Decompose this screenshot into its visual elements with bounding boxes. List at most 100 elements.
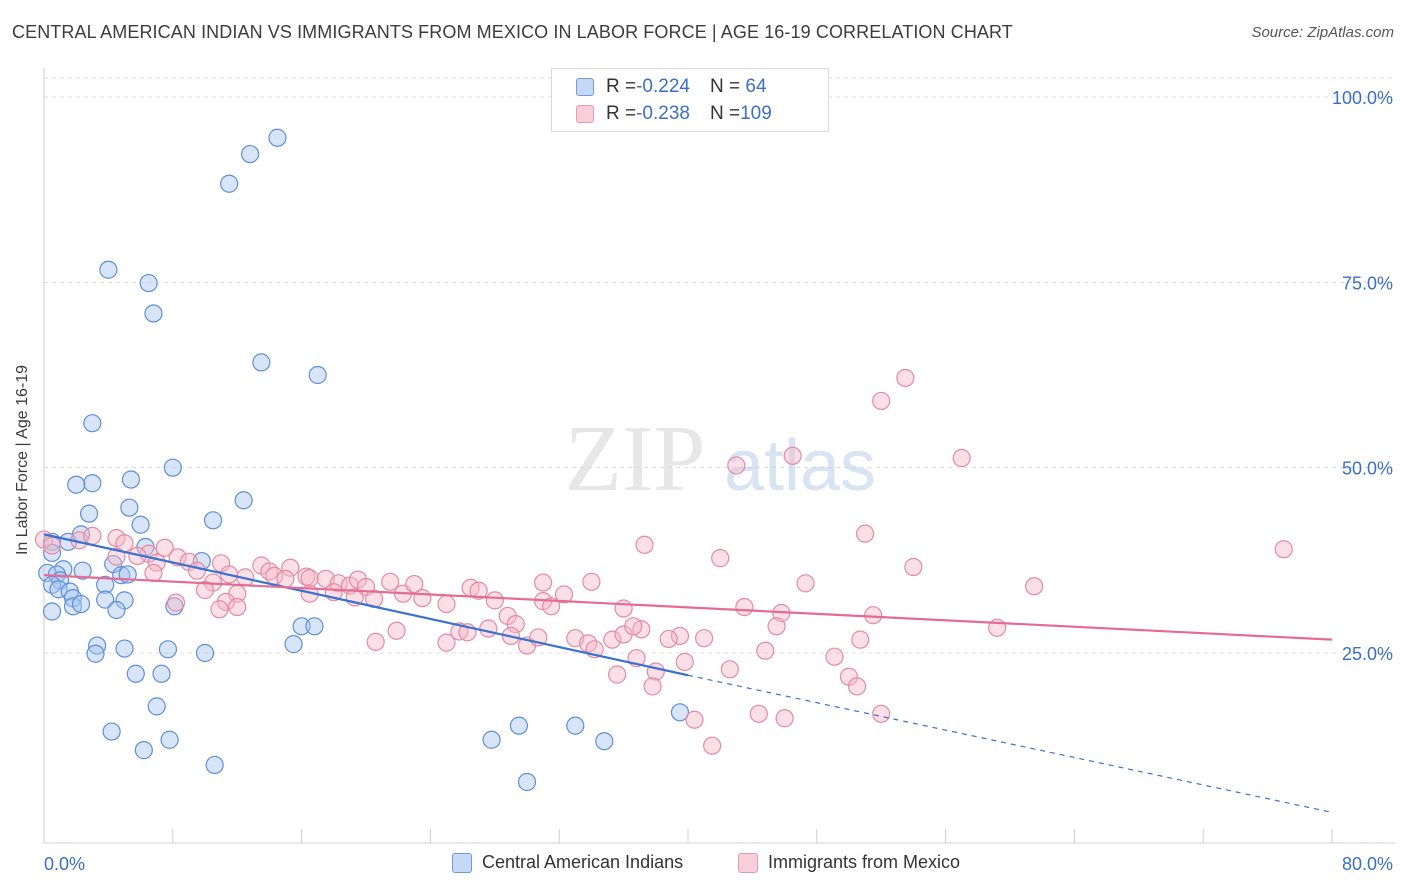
correlation-legend: R = -0.224 N = 64 R = -0.238 N = 109 — [551, 68, 829, 132]
point-immigrants-from-mexico — [329, 574, 348, 593]
point-immigrants-from-mexico — [187, 561, 207, 580]
point-immigrants-from-mexico — [646, 662, 665, 681]
point-central-american-indians — [292, 617, 311, 636]
point-immigrants-from-mexico — [896, 368, 915, 388]
point-immigrants-from-mexico — [904, 557, 923, 577]
point-central-american-indians — [96, 575, 115, 594]
point-central-american-indians — [83, 414, 102, 433]
point-immigrants-from-mexico — [847, 677, 867, 696]
point-immigrants-from-mexico — [216, 592, 236, 611]
point-central-american-indians — [160, 730, 179, 749]
point-central-american-indians — [71, 594, 91, 614]
point-immigrants-from-mexico — [195, 580, 215, 600]
points-layer — [34, 128, 1293, 792]
point-immigrants-from-mexico — [381, 572, 400, 591]
point-central-american-indians — [134, 741, 153, 760]
point-central-american-indians — [121, 470, 141, 489]
point-immigrants-from-mexico — [670, 626, 690, 646]
y-tick-label: 75.0% — [1342, 273, 1393, 293]
tick-label-layer: 25.0% 50.0% 75.0% 100.0% 0.0% 80.0% — [44, 88, 1393, 874]
point-central-american-indians — [107, 600, 126, 620]
point-immigrants-from-mexico — [694, 629, 714, 648]
trend-line-pink — [43, 574, 1333, 641]
trend-layer — [43, 533, 1333, 813]
point-central-american-indians — [566, 716, 585, 735]
point-immigrants-from-mexico — [749, 704, 768, 723]
point-immigrants-from-mexico — [783, 446, 802, 465]
point-central-american-indians — [670, 703, 690, 722]
legend-swatch-pink — [738, 852, 758, 873]
point-immigrants-from-mexico — [855, 524, 875, 543]
legend-label: Immigrants from Mexico — [768, 852, 961, 872]
point-central-american-indians — [120, 498, 139, 517]
point-immigrants-from-mexico — [872, 704, 891, 723]
legend-r-label: R = — [606, 103, 637, 124]
x-tick-label-right: 80.0% — [1342, 854, 1393, 874]
point-central-american-indians — [67, 475, 86, 494]
point-immigrants-from-mexico — [107, 547, 126, 566]
point-immigrants-from-mexico — [210, 600, 229, 619]
legend-r-value: -0.224 — [636, 76, 690, 97]
point-immigrants-from-mexico — [685, 710, 704, 729]
point-central-american-indians — [96, 590, 115, 609]
point-immigrants-from-mexico — [582, 572, 601, 591]
point-central-american-indians — [42, 602, 62, 621]
point-central-american-indians — [163, 458, 182, 477]
point-central-american-indians — [152, 664, 171, 683]
point-immigrants-from-mexico — [756, 641, 775, 660]
point-immigrants-from-mexico — [144, 563, 163, 583]
point-immigrants-from-mexico — [533, 573, 553, 592]
trend-line-extension-blue — [687, 674, 1333, 813]
point-immigrants-from-mexico — [703, 736, 722, 755]
point-central-american-indians — [240, 144, 260, 164]
legend-n-label: N = — [709, 76, 741, 97]
point-immigrants-from-mexico — [166, 593, 186, 612]
point-immigrants-from-mexico — [775, 709, 794, 728]
point-central-american-indians — [147, 697, 166, 716]
point-immigrants-from-mexico — [506, 614, 525, 634]
legend-swatch-pink — [576, 105, 594, 123]
point-immigrants-from-mexico — [720, 660, 739, 679]
point-central-american-indians — [49, 580, 68, 599]
point-central-american-indians — [86, 644, 105, 663]
point-central-american-indians — [115, 639, 134, 658]
point-immigrants-from-mexico — [872, 391, 891, 411]
legend-item-immigrants-from-mexico[interactable]: Immigrants from Mexico — [738, 852, 960, 873]
watermark-zip: ZIP — [565, 407, 706, 511]
point-immigrants-from-mexico — [624, 617, 643, 636]
point-immigrants-from-mexico — [387, 621, 406, 640]
point-central-american-indians — [126, 664, 145, 683]
point-central-american-indians — [102, 722, 121, 741]
point-central-american-indians — [139, 273, 158, 293]
y-tick-label: 100.0% — [1332, 88, 1393, 108]
point-immigrants-from-mexico — [437, 633, 456, 652]
point-immigrants-from-mexico — [727, 456, 746, 475]
point-immigrants-from-mexico — [228, 597, 247, 617]
y-tick-label: 25.0% — [1342, 644, 1393, 664]
chart-title: CENTRAL AMERICAN INDIAN VS IMMIGRANTS FR… — [12, 22, 1013, 42]
chart-source: Source: ZipAtlas.com — [1251, 24, 1394, 41]
point-central-american-indians — [158, 640, 178, 659]
point-central-american-indians — [517, 772, 537, 792]
legend-n-value: 64 — [740, 76, 767, 97]
point-immigrants-from-mexico — [952, 448, 971, 468]
point-immigrants-from-mexico — [479, 619, 498, 638]
series-legend: Central American Indians Immigrants from… — [0, 852, 1406, 876]
point-immigrants-from-mexico — [413, 589, 432, 608]
point-immigrants-from-mexico — [864, 606, 883, 625]
point-immigrants-from-mexico — [281, 558, 300, 577]
legend-n-label: N = — [709, 103, 741, 124]
point-central-american-indians — [509, 716, 529, 735]
point-immigrants-from-mexico — [83, 526, 102, 545]
watermark: ZIP atlas — [565, 407, 877, 511]
y-tick-label: 50.0% — [1342, 459, 1393, 479]
point-central-american-indians — [595, 732, 614, 751]
point-immigrants-from-mexico — [796, 574, 815, 593]
point-central-american-indians — [79, 504, 99, 523]
trend-line-blue — [43, 533, 689, 677]
legend-swatch-blue — [576, 78, 594, 96]
point-central-american-indians — [42, 543, 62, 563]
legend-n-value: 109 — [740, 103, 772, 124]
legend-item-central-american-indians[interactable]: Central American Indians — [452, 852, 683, 873]
point-immigrants-from-mexico — [851, 630, 870, 649]
